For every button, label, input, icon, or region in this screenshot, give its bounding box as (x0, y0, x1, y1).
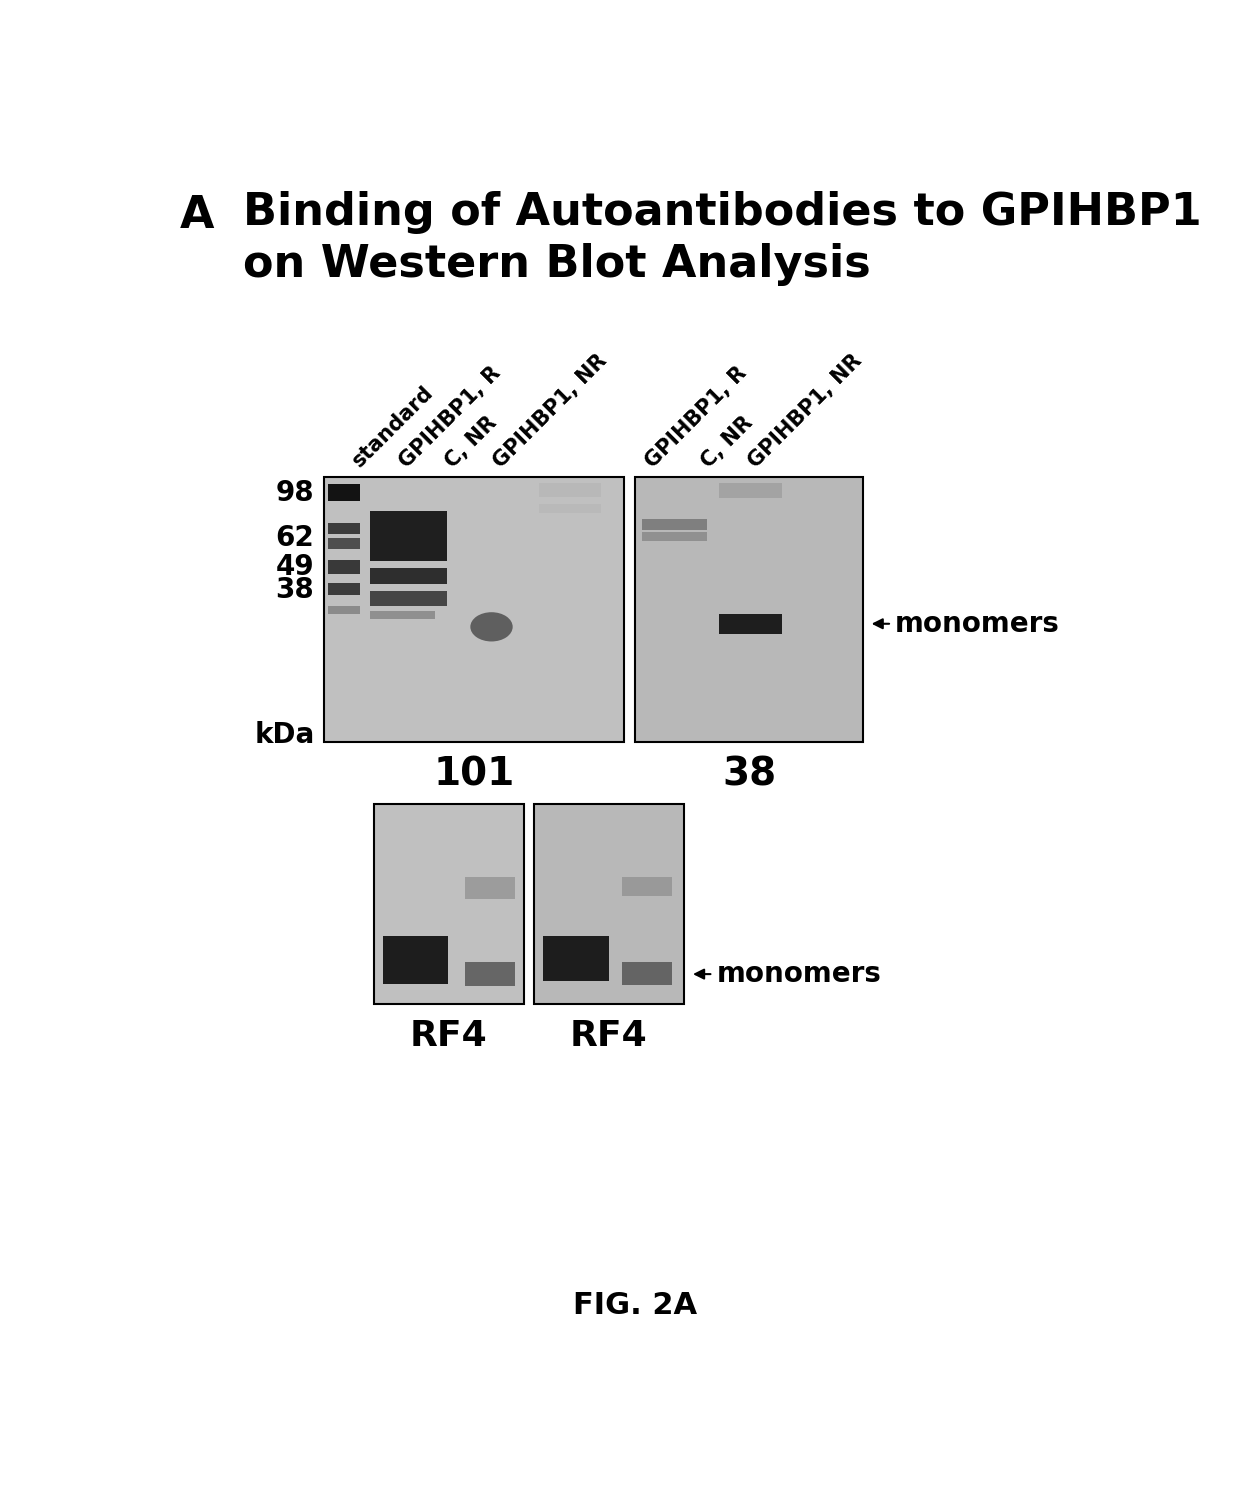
Bar (465, 961, 515, 987)
Text: GPIHBP1, NR: GPIHBP1, NR (490, 350, 610, 472)
Text: RF4: RF4 (570, 1020, 647, 1053)
Text: kDa: kDa (254, 721, 315, 748)
Text: C, NR: C, NR (697, 412, 756, 472)
Bar (373, 804, 523, 1005)
Text: C, NR: C, NR (441, 412, 501, 472)
Text: GPIHBP1, R: GPIHBP1, R (641, 362, 750, 472)
Bar (635, 476, 863, 742)
Bar (324, 476, 624, 742)
Bar (641, 532, 707, 541)
Text: Binding of Autoantibodies to GPIHBP1
on Western Blot Analysis: Binding of Autoantibodies to GPIHBP1 on … (243, 191, 1202, 285)
Bar (327, 605, 360, 614)
Bar (465, 877, 515, 898)
Text: 49: 49 (275, 553, 315, 581)
Text: 98: 98 (275, 479, 315, 506)
Text: A: A (180, 194, 215, 237)
Text: FIG. 2A: FIG. 2A (573, 1292, 698, 1320)
Text: GPIHBP1, R: GPIHBP1, R (396, 362, 505, 472)
Bar (719, 482, 781, 499)
Bar (370, 568, 446, 584)
Bar (327, 523, 360, 533)
Bar (327, 560, 360, 574)
Text: 62: 62 (275, 524, 315, 553)
Bar (370, 590, 446, 605)
Text: standard: standard (350, 383, 438, 472)
Bar (622, 961, 672, 985)
Bar (383, 936, 449, 984)
Text: monomers: monomers (717, 960, 882, 988)
Bar (327, 484, 360, 502)
Bar (534, 804, 684, 1005)
Bar (370, 611, 435, 619)
Text: monomers: monomers (895, 610, 1060, 638)
Bar (327, 538, 360, 550)
Bar (543, 936, 609, 981)
Text: RF4: RF4 (410, 1020, 487, 1053)
Bar (539, 503, 601, 512)
Bar (327, 583, 360, 595)
Text: 38: 38 (722, 756, 776, 793)
Bar (370, 511, 446, 562)
Bar (622, 877, 672, 897)
Text: 38: 38 (275, 575, 315, 604)
Bar (641, 520, 707, 530)
Ellipse shape (470, 613, 512, 641)
Text: GPIHBP1, NR: GPIHBP1, NR (745, 350, 866, 472)
Text: 101: 101 (433, 756, 515, 793)
Bar (719, 614, 781, 634)
Bar (539, 482, 601, 497)
